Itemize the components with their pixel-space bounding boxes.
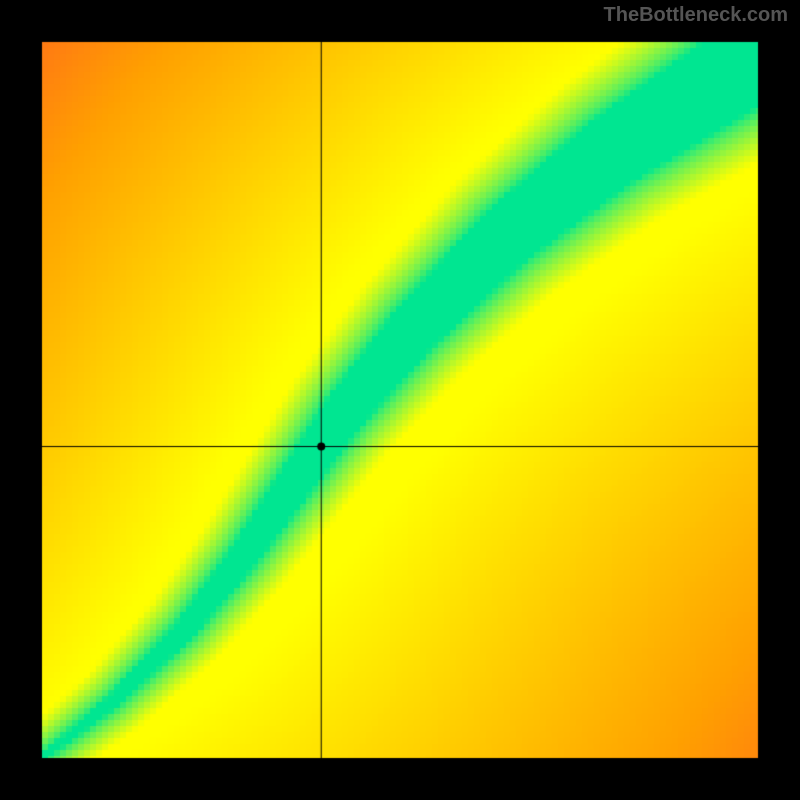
watermark-text: TheBottleneck.com (604, 4, 788, 27)
chart-container: TheBottleneck.com (0, 0, 800, 800)
heatmap-canvas (0, 0, 800, 800)
